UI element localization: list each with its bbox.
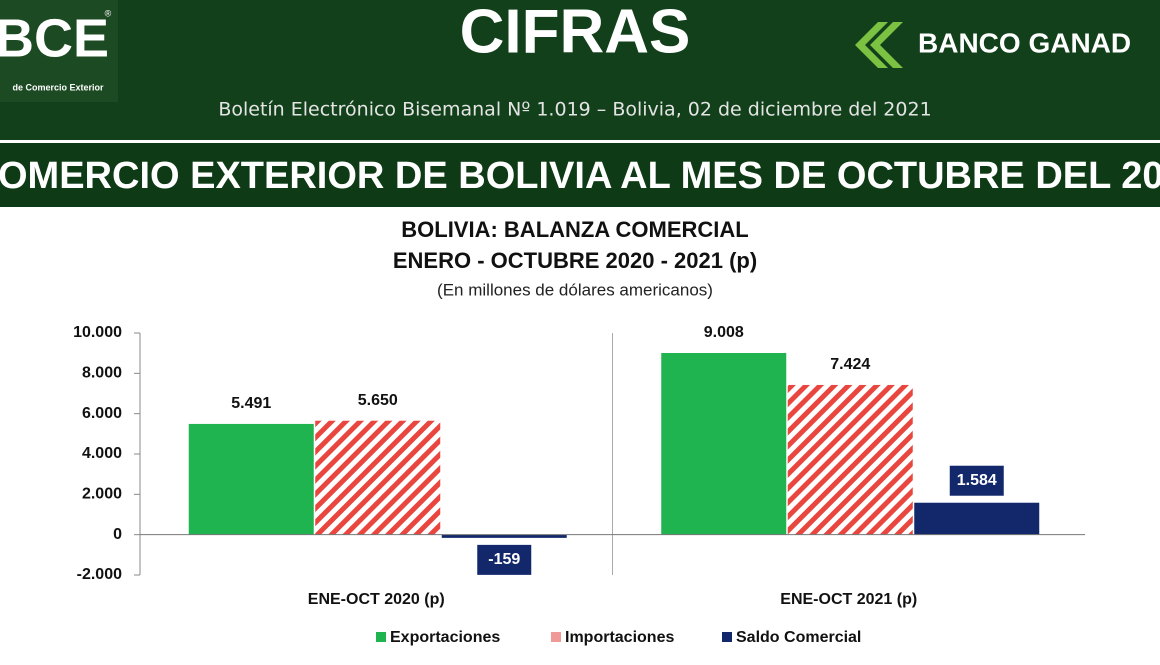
- bulletin: Boletín Electrónico Bisemanal Nº 1.019 –…: [218, 99, 931, 121]
- bar: [315, 420, 441, 535]
- y-tick-label: 10.000: [73, 324, 122, 341]
- separator: [0, 140, 1160, 143]
- y-tick-label: 2.000: [82, 486, 122, 503]
- y-tick-label: 6.000: [82, 405, 122, 422]
- header-title: CIFRAS: [460, 0, 691, 66]
- data-label: 5.650: [358, 392, 398, 409]
- data-label: -159: [488, 551, 520, 568]
- data-label-box: [477, 544, 532, 575]
- legend-label: Importaciones: [565, 629, 674, 646]
- logo-box: [0, 0, 118, 102]
- data-label: 5.491: [231, 395, 271, 412]
- data-label-box: [949, 465, 1004, 496]
- x-tick-label: ENE-OCT 2021 (p): [780, 591, 917, 608]
- y-tick-label: -2.000: [77, 566, 122, 583]
- data-label: 9.008: [704, 324, 744, 341]
- data-label: 1.584: [957, 472, 997, 489]
- y-tick-label: 8.000: [82, 365, 122, 382]
- legend-label: Saldo Comercial: [736, 629, 861, 646]
- legend-label: Exportaciones: [390, 629, 500, 646]
- chart-title: BOLIVIA: BALANZA COMERCIAL: [401, 217, 749, 242]
- data-label: 7.424: [830, 356, 870, 373]
- chart-subtitle: ENERO - OCTUBRE 2020 - 2021 (p): [393, 248, 757, 273]
- legend-swatch: [551, 632, 561, 642]
- y-tick-label: 4.000: [82, 445, 122, 462]
- bank-name: BANCO GANAD: [918, 27, 1131, 58]
- logo: BCE: [0, 8, 109, 68]
- header-band: [0, 0, 1160, 140]
- chart-note: (En millones de dólares americanos): [437, 280, 713, 299]
- x-tick-label: ENE-OCT 2020 (p): [308, 591, 445, 608]
- legend-swatch: [722, 632, 732, 642]
- bar: [661, 353, 787, 535]
- banner-band: [0, 143, 1160, 207]
- logo-subtitle: de Comercio Exterior: [12, 82, 104, 92]
- logo-mark: ®: [105, 8, 112, 18]
- bar: [914, 502, 1040, 535]
- banner: OMERCIO EXTERIOR DE BOLIVIA AL MES DE OC…: [0, 155, 1160, 197]
- y-tick-label: 0: [113, 526, 122, 543]
- bar: [441, 534, 567, 538]
- bar: [188, 423, 314, 535]
- bank-icon: [855, 22, 903, 68]
- bar: [787, 384, 913, 535]
- legend-swatch: [376, 632, 386, 642]
